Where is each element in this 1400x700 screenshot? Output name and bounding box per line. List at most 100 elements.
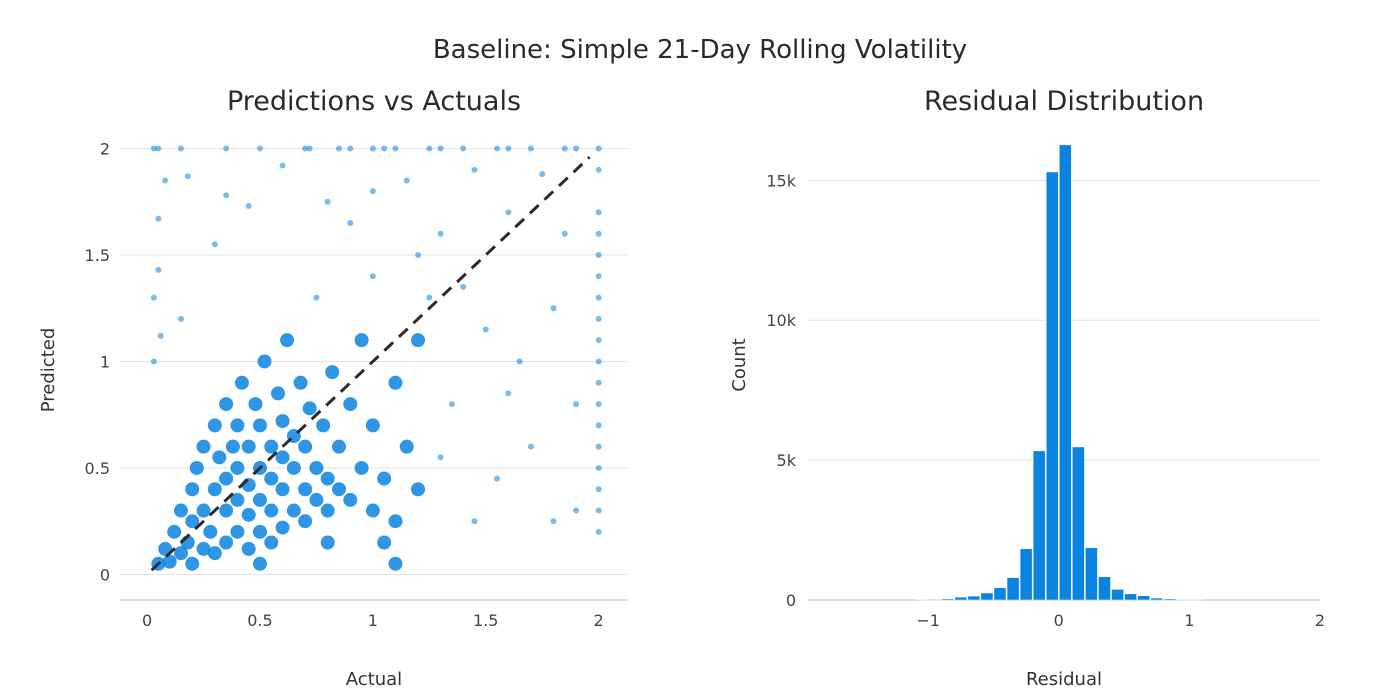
scatter-point bbox=[184, 173, 191, 180]
scatter-point bbox=[324, 198, 331, 205]
scatter-point bbox=[316, 418, 331, 433]
scatter-point bbox=[460, 283, 467, 290]
x-tick-label: 2 bbox=[594, 611, 604, 630]
subplot-title: Predictions vs Actuals bbox=[227, 86, 521, 117]
scatter-point bbox=[302, 401, 317, 416]
scatter-point bbox=[573, 145, 580, 152]
scatter-point bbox=[286, 460, 301, 475]
y-tick-label: 10k bbox=[766, 311, 796, 330]
scatter-point bbox=[185, 482, 200, 497]
scatter-point bbox=[177, 145, 184, 152]
scatter-point bbox=[230, 460, 245, 475]
scatter-point bbox=[150, 358, 157, 365]
scatter-point bbox=[516, 358, 523, 365]
scatter-point bbox=[196, 503, 211, 518]
scatter-point bbox=[595, 294, 602, 301]
y-tick-label: 1 bbox=[100, 352, 110, 371]
scatter-point bbox=[279, 162, 286, 169]
scatter-point bbox=[234, 375, 249, 390]
scatter-point bbox=[257, 354, 272, 369]
scatter-point bbox=[177, 315, 184, 322]
scatter-point bbox=[437, 454, 444, 461]
y-tick-label: 1.5 bbox=[85, 246, 110, 265]
scatter-point bbox=[320, 535, 335, 550]
scatter-point bbox=[550, 305, 557, 312]
scatter-point bbox=[252, 492, 267, 507]
scatter-point bbox=[298, 514, 313, 529]
scatter-point bbox=[173, 546, 188, 561]
subplot-title: Residual Distribution bbox=[924, 86, 1204, 117]
scatter-point bbox=[275, 450, 290, 465]
scatter-point bbox=[595, 337, 602, 344]
scatter-point bbox=[595, 443, 602, 450]
scatter-point bbox=[150, 294, 157, 301]
scatter-point bbox=[293, 375, 308, 390]
scatter-point bbox=[595, 315, 602, 322]
scatter-point bbox=[595, 209, 602, 216]
scatter-point bbox=[309, 460, 324, 475]
x-tick-label: 0 bbox=[142, 611, 152, 630]
scatter-point bbox=[494, 475, 501, 482]
scatter-point bbox=[595, 486, 602, 493]
scatter-point bbox=[219, 535, 234, 550]
scatter-point bbox=[280, 333, 295, 348]
histogram-bar bbox=[954, 596, 968, 601]
histogram-bar bbox=[1085, 547, 1098, 601]
scatter-point bbox=[369, 145, 376, 152]
scatter-point bbox=[219, 471, 234, 486]
scatter-point bbox=[595, 166, 602, 173]
scatter-point bbox=[369, 188, 376, 195]
scatter-point bbox=[573, 401, 580, 408]
scatter-point bbox=[211, 241, 218, 248]
scatter-point bbox=[252, 556, 267, 571]
histogram-bar bbox=[1006, 577, 1020, 601]
scatter-point bbox=[264, 535, 279, 550]
x-tick-label: 0 bbox=[1054, 611, 1064, 630]
scatter-point bbox=[595, 422, 602, 429]
scatter-point bbox=[332, 439, 347, 454]
scatter-point bbox=[162, 554, 177, 569]
scatter-point bbox=[411, 482, 426, 497]
scatter-point bbox=[212, 450, 227, 465]
scatter-point bbox=[426, 145, 433, 152]
x-tick-label: 1 bbox=[1184, 611, 1194, 630]
scatter-point bbox=[286, 503, 301, 518]
scatter-point bbox=[505, 145, 512, 152]
scatter-point bbox=[527, 145, 534, 152]
x-tick-label: 1 bbox=[368, 611, 378, 630]
scatter-point bbox=[252, 524, 267, 539]
x-tick-label: 2 bbox=[1315, 611, 1325, 630]
y-tick-label: 0.5 bbox=[85, 459, 110, 478]
scatter-point bbox=[230, 524, 245, 539]
scatter-point bbox=[482, 326, 489, 333]
scatter-point bbox=[381, 145, 388, 152]
scatter-point bbox=[207, 546, 222, 561]
histogram-bar bbox=[1072, 446, 1085, 601]
scatter-point bbox=[595, 401, 602, 408]
scatter-point bbox=[471, 166, 478, 173]
scatter-point bbox=[219, 503, 234, 518]
scatter-point bbox=[595, 358, 602, 365]
scatter-point bbox=[313, 294, 320, 301]
histogram-bar bbox=[1032, 450, 1046, 601]
scatter-point bbox=[223, 192, 230, 199]
scatter-point bbox=[185, 556, 200, 571]
scatter-point bbox=[550, 518, 557, 525]
scatter-point bbox=[189, 460, 204, 475]
y-tick-label: 0 bbox=[100, 565, 110, 584]
scatter-point bbox=[298, 439, 313, 454]
scatter-point bbox=[275, 414, 290, 429]
scatter-point bbox=[185, 514, 200, 529]
scatter-point bbox=[196, 439, 211, 454]
scatter-point bbox=[150, 145, 157, 152]
histogram-bar bbox=[941, 598, 955, 601]
x-axis-label: Residual bbox=[1026, 669, 1102, 690]
scatter-point bbox=[505, 390, 512, 397]
y-axis-label: Count bbox=[729, 338, 750, 391]
histogram-bar bbox=[1098, 576, 1111, 601]
scatter-point bbox=[505, 209, 512, 216]
scatter-point bbox=[494, 145, 501, 152]
scatter-point bbox=[325, 365, 340, 380]
histogram-bar bbox=[1045, 171, 1059, 601]
scatter-point bbox=[561, 230, 568, 237]
